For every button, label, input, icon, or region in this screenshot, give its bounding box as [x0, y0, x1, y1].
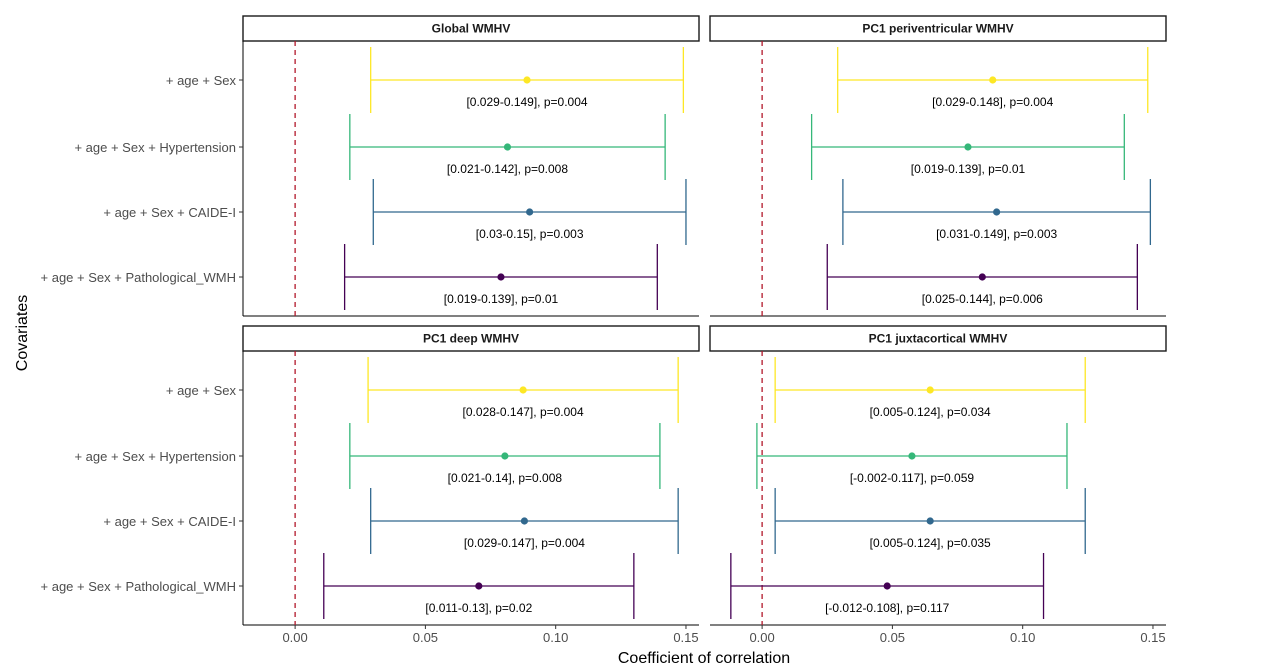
ci-label: [0.005-0.124], p=0.035	[870, 536, 991, 550]
ci-label: [0.019-0.139], p=0.01	[444, 292, 559, 306]
covariate-label: + age + Sex + Pathological_WMH	[41, 270, 236, 285]
estimate-point	[883, 582, 891, 590]
estimate-point	[475, 582, 483, 590]
estimate-point	[926, 386, 934, 394]
x-tick-label: 0.00	[749, 630, 774, 645]
panel-3: PC1 deep WMHV 0.00 0.05 0.10 0.15 + age + Sex…	[41, 325, 700, 645]
ci-label: [0.029-0.148], p=0.004	[932, 95, 1053, 109]
panel-strip	[709, 325, 1167, 352]
covariate-label: + age + Sex + Hypertension	[74, 140, 236, 155]
panel-title: PC1 deep WMHV	[423, 332, 519, 346]
covariate-label: + age + Sex + CAIDE-I	[103, 205, 236, 220]
covariate-label: + age + Sex	[166, 73, 237, 88]
covariate-label: + age + Sex + Pathological_WMH	[41, 579, 236, 594]
estimate-point	[993, 208, 1001, 216]
x-tick-label: 0.10	[543, 630, 568, 645]
x-tick-label: 0.05	[413, 630, 438, 645]
covariate-label: + age + Sex	[166, 383, 237, 398]
estimate-point	[519, 386, 527, 394]
panel-1: Global WMHV + age + Sex [0.029-0.149], p=0…	[41, 15, 700, 317]
estimate-point	[501, 452, 509, 460]
panel-strip	[242, 15, 700, 42]
panel-4: PC1 juxtacortical WMHV 0.00 0.05 0.10 0.15 [0…	[709, 325, 1167, 645]
estimate-point	[523, 76, 531, 84]
ci-label: [0.029-0.149], p=0.004	[466, 95, 587, 109]
x-tick-label: 0.10	[1010, 630, 1035, 645]
ci-label: [0.011-0.13], p=0.02	[425, 601, 532, 615]
estimate-point	[520, 517, 529, 525]
estimate-point	[503, 143, 512, 151]
estimate-point	[497, 273, 505, 281]
ci-label: [0.019-0.139], p=0.01	[911, 162, 1026, 176]
y-axis-title: Covariates	[14, 295, 31, 371]
panel-strip	[242, 325, 700, 352]
panel-2: PC1 periventricular WMHV [0.029-0.148], p…	[709, 15, 1167, 317]
estimate-point	[908, 452, 916, 460]
ci-label: [0.031-0.149], p=0.003	[936, 227, 1057, 241]
ci-label: [0.03-0.15], p=0.003	[476, 227, 584, 241]
estimate-point	[989, 76, 997, 84]
estimate-point	[964, 143, 972, 151]
ci-label: [0.025-0.144], p=0.006	[922, 292, 1043, 306]
x-tick-label: 0.05	[880, 630, 905, 645]
panel-strip	[709, 15, 1167, 42]
x-axis-title: Coefficient of correlation	[618, 650, 790, 667]
panels-layer: Global WMHV + age + Sex [0.029-0.149], p=0…	[41, 15, 1167, 645]
x-tick-label: 0.00	[282, 630, 307, 645]
ci-label: [-0.012-0.108], p=0.117	[825, 601, 950, 615]
estimate-point	[526, 208, 534, 216]
covariate-label: + age + Sex + CAIDE-I	[103, 514, 236, 529]
x-tick-label: 0.15	[1140, 630, 1165, 645]
x-tick-label: 0.15	[673, 630, 698, 645]
estimate-point	[978, 273, 986, 281]
estimate-point	[926, 517, 934, 525]
panel-title: PC1 periventricular WMHV	[862, 22, 1013, 36]
ci-label: [0.028-0.147], p=0.004	[463, 405, 584, 419]
ci-label: [-0.002-0.117], p=0.059	[850, 471, 975, 485]
ci-label: [0.021-0.142], p=0.008	[447, 162, 568, 176]
panel-title: Global WMHV	[432, 22, 511, 36]
panel-title: PC1 juxtacortical WMHV	[869, 332, 1008, 346]
ci-label: [0.021-0.14], p=0.008	[448, 471, 563, 485]
covariate-label: + age + Sex + Hypertension	[74, 449, 236, 464]
ci-label: [0.005-0.124], p=0.034	[870, 405, 991, 419]
ci-label: [0.029-0.147], p=0.004	[464, 536, 585, 550]
